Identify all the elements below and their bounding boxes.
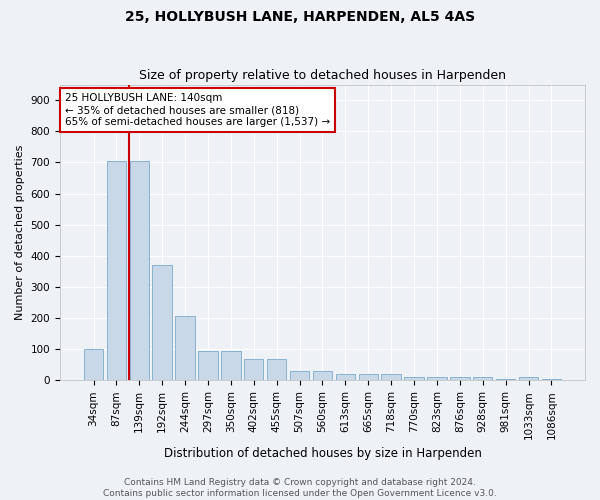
Text: Contains HM Land Registry data © Crown copyright and database right 2024.
Contai: Contains HM Land Registry data © Crown c… [103,478,497,498]
Title: Size of property relative to detached houses in Harpenden: Size of property relative to detached ho… [139,69,506,82]
Text: 25, HOLLYBUSH LANE, HARPENDEN, AL5 4AS: 25, HOLLYBUSH LANE, HARPENDEN, AL5 4AS [125,10,475,24]
Bar [450,377,470,380]
Bar [404,377,424,380]
Y-axis label: Number of detached properties: Number of detached properties [15,145,25,320]
Bar [107,160,126,380]
X-axis label: Distribution of detached houses by size in Harpenden: Distribution of detached houses by size … [164,447,481,460]
Bar [359,374,378,380]
Bar [496,379,515,380]
Bar [473,377,493,380]
Bar [84,349,103,380]
Bar [542,379,561,380]
Bar [519,377,538,380]
Bar [198,350,218,380]
Bar [313,371,332,380]
Bar [267,358,286,380]
Bar [290,371,309,380]
Text: 25 HOLLYBUSH LANE: 140sqm
← 35% of detached houses are smaller (818)
65% of semi: 25 HOLLYBUSH LANE: 140sqm ← 35% of detac… [65,94,330,126]
Bar [130,160,149,380]
Bar [335,374,355,380]
Bar [427,377,446,380]
Bar [221,350,241,380]
Bar [175,316,195,380]
Bar [244,358,263,380]
Bar [382,374,401,380]
Bar [152,265,172,380]
